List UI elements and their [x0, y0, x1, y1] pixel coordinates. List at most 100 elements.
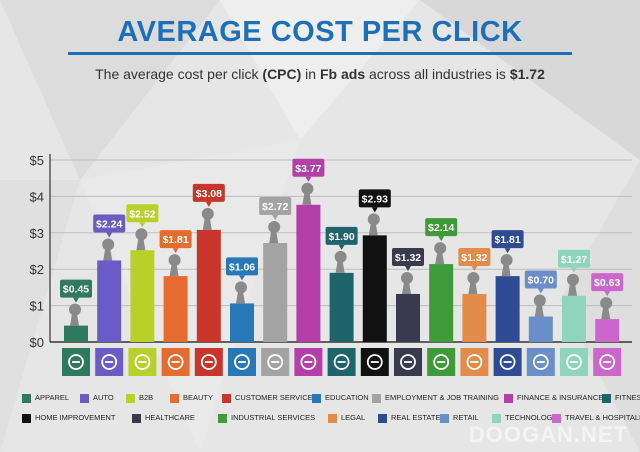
value-label-pointer — [371, 207, 378, 213]
subtitle-bold-average: $1.72 — [509, 66, 545, 82]
legend-label: Employment & Job Training — [385, 393, 499, 403]
hand — [135, 228, 148, 241]
arm — [169, 264, 179, 277]
value-label-box — [126, 204, 159, 223]
map-icon-glyph — [599, 354, 616, 370]
legend-swatch — [552, 413, 561, 423]
value-label-pointer — [604, 291, 611, 297]
value-label-pointer — [571, 267, 577, 273]
bar — [130, 250, 155, 342]
bar — [163, 276, 188, 342]
legend-label: Customer Services — [235, 393, 318, 403]
arm — [601, 307, 611, 320]
legend-swatch — [22, 393, 31, 403]
value-label: $1.06 — [229, 261, 255, 273]
legend-swatch — [440, 413, 449, 423]
arm — [501, 264, 511, 277]
value-label: $1.81 — [494, 234, 520, 246]
value-label-box — [392, 247, 424, 266]
legend-item: Real Estate — [378, 413, 440, 423]
value-label-box — [558, 249, 590, 268]
bar — [362, 235, 387, 342]
arm-icon-glyph — [333, 354, 350, 370]
legend-item: Customer Services — [222, 393, 318, 403]
legend-item: Finance & Insurance — [504, 393, 603, 403]
chart-subtitle: The average cost per click (CPC) in Fb a… — [0, 66, 640, 82]
arm — [368, 223, 378, 236]
legend-item: Industrial Services — [218, 413, 315, 423]
legend-item: B2B — [126, 393, 153, 403]
hand — [102, 238, 115, 251]
value-label-pointer — [106, 232, 113, 238]
bar — [396, 293, 420, 342]
subtitle-text-2: in — [301, 66, 320, 82]
hand — [201, 207, 214, 220]
money-bag-icon-glyph — [300, 354, 317, 370]
value-label: $1.27 — [561, 254, 587, 266]
value-label-pointer — [205, 201, 212, 207]
first-aid-icon-glyph — [400, 354, 416, 370]
hand — [401, 271, 413, 284]
arm — [468, 281, 478, 294]
value-label-box — [591, 273, 624, 292]
laptop-icon-glyph — [566, 354, 582, 370]
value-label-pointer — [305, 176, 312, 182]
book-icon-glyph — [234, 354, 250, 370]
headset-icon-glyph — [200, 354, 217, 370]
legend-swatch — [132, 413, 141, 423]
value-label: $3.77 — [295, 163, 321, 175]
value-label: $2.14 — [428, 222, 454, 234]
tag-icon-glyph — [532, 354, 549, 370]
bar — [196, 229, 221, 342]
tools-icon-glyph — [366, 354, 383, 370]
hand — [500, 254, 513, 267]
value-label-box — [425, 218, 458, 237]
value-label-pointer — [338, 244, 345, 250]
value-label-pointer — [438, 236, 445, 242]
hand — [567, 273, 579, 286]
y-tick-label: $3 — [30, 226, 44, 241]
y-tick-label: $0 — [30, 335, 44, 350]
subtitle-text-1: The average cost per click — [95, 66, 263, 82]
car-icon-glyph — [101, 354, 118, 370]
value-label-box — [159, 230, 192, 249]
value-label: $2.52 — [129, 208, 155, 220]
legend-label: Healthcare — [145, 413, 195, 423]
legend-swatch — [126, 393, 135, 403]
bar — [595, 319, 620, 342]
arm — [103, 248, 113, 261]
value-label-pointer — [172, 248, 179, 254]
legend-swatch — [602, 393, 611, 403]
legend-swatch — [170, 393, 179, 403]
legend-label: Retail — [453, 413, 479, 423]
arm — [269, 230, 279, 243]
hand — [600, 297, 613, 310]
legend-swatch — [504, 393, 513, 403]
legend-item: Retail — [440, 413, 479, 423]
bar — [230, 303, 254, 342]
hand — [533, 294, 546, 307]
value-label-box — [292, 158, 325, 177]
value-label: $1.32 — [461, 252, 487, 264]
value-label: $1.90 — [328, 231, 354, 243]
legend-swatch — [222, 393, 231, 403]
value-label: $2.72 — [262, 201, 288, 213]
hand — [334, 250, 347, 263]
bar — [329, 272, 354, 342]
value-label: $0.45 — [63, 284, 89, 296]
bar — [462, 293, 487, 342]
bar — [296, 204, 321, 342]
factory-icon-glyph — [433, 354, 450, 370]
legend-swatch — [328, 413, 337, 423]
value-label: $2.93 — [362, 193, 388, 205]
value-label: $0.63 — [594, 277, 620, 289]
hand — [434, 242, 447, 255]
hand — [69, 303, 81, 316]
mirror-icon-glyph — [167, 354, 184, 370]
legend-label: Travel & Hospitality — [565, 413, 640, 423]
arm — [136, 238, 146, 251]
briefcase-icon-glyph — [267, 354, 284, 370]
value-label-box — [226, 257, 258, 276]
bar — [97, 260, 122, 342]
legend-swatch — [22, 413, 31, 423]
